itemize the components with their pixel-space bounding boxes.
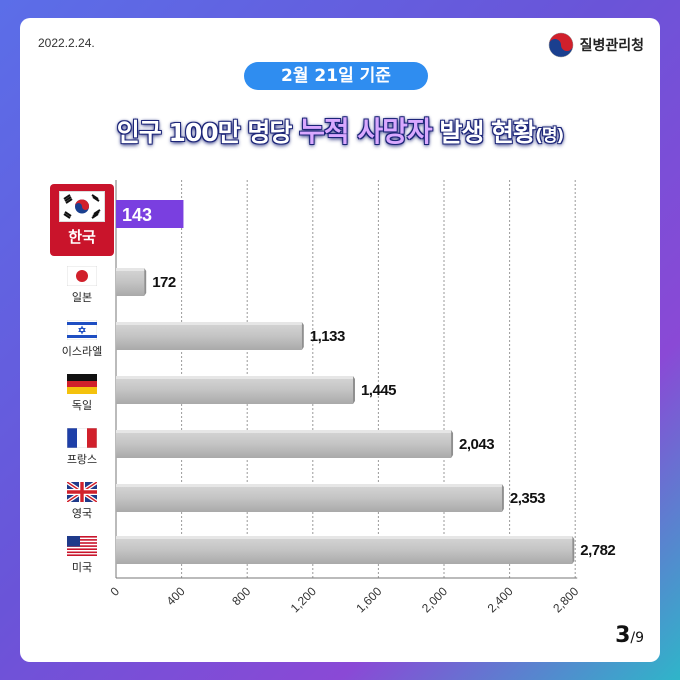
page-indicator: 3/9 [615, 623, 644, 648]
x-tick-label: 1,600 [353, 584, 384, 615]
bar-end-bevel [301, 322, 304, 350]
chart-title: 인구 100만 명당 누적 사망자 발생 현황(명) [20, 110, 660, 150]
korea-label-box: 한국 [50, 184, 114, 256]
germany-flag-icon [67, 374, 97, 394]
value-label: 172 [152, 274, 176, 291]
country-israel: 이스라엘 [50, 320, 114, 359]
country-label: 이스라엘 [61, 345, 103, 358]
bar [116, 200, 184, 228]
bar [116, 376, 353, 404]
bar-end-bevel [451, 430, 454, 458]
country-usa: 미국 [50, 536, 114, 575]
korea-label: 한국 [68, 228, 96, 246]
page-total: /9 [630, 630, 644, 646]
bar-highlight [116, 536, 573, 539]
bar-highlight [116, 376, 353, 379]
x-tick-label: 1,200 [288, 584, 319, 615]
x-tick-label: 0 [107, 584, 122, 599]
date-label: 2022.2.24. [38, 36, 95, 50]
value-label: 2,782 [580, 542, 615, 559]
bar-highlight [116, 268, 145, 271]
france-flag-icon [67, 428, 97, 448]
title-unit: (명) [535, 126, 564, 146]
bar-end-bevel [352, 376, 355, 404]
x-tick-label: 2,000 [419, 584, 450, 615]
value-label: 1,445 [361, 382, 396, 399]
bar [116, 430, 452, 458]
country-label: 일본 [71, 291, 93, 304]
title-pre: 인구 100만 명당 [116, 118, 293, 147]
country-label: 영국 [71, 507, 93, 520]
agency-logo: 질병관리청 [548, 32, 644, 58]
bar-end-bevel [144, 268, 147, 296]
bar [116, 536, 573, 564]
x-tick-label: 2,400 [485, 584, 516, 615]
country-uk: 영국 [50, 482, 114, 521]
bar-highlight [116, 430, 452, 433]
date-basis-pill: 2월 21일 기준 [244, 62, 428, 90]
bar-end-bevel [572, 536, 575, 564]
x-tick-label: 2,800 [550, 584, 581, 615]
bar-highlight [116, 322, 302, 325]
value-label: 2,353 [510, 490, 545, 507]
usa-flag-icon [67, 536, 97, 556]
agency-name: 질병관리청 [579, 38, 644, 54]
country-france: 프랑스 [50, 428, 114, 467]
bar-chart: 0 400 800 1,200 1,600 2,000 2,400 2,800 143 172 1,… [107, 180, 616, 615]
israel-flag-icon [67, 320, 97, 340]
japan-flag-icon [67, 266, 97, 286]
bar-end-bevel [501, 484, 504, 512]
country-japan: 일본 [50, 266, 114, 305]
country-germany: 독일 [50, 374, 114, 413]
korea-flag-icon [59, 191, 105, 222]
bar [116, 268, 145, 296]
value-label: 1,133 [310, 328, 345, 345]
country-label: 미국 [71, 561, 93, 574]
value-label: 143 [122, 205, 152, 225]
bar [116, 322, 302, 350]
taegeuk-logo-icon [548, 32, 573, 58]
page-current: 3 [615, 623, 631, 648]
bar [116, 484, 502, 512]
uk-flag-icon [67, 482, 97, 502]
x-tick-label: 400 [164, 584, 188, 608]
title-highlight: 누적 사망자 [299, 115, 433, 148]
country-label: 독일 [71, 399, 93, 412]
title-post: 발생 현황 [439, 118, 536, 147]
value-label: 2,043 [459, 436, 494, 453]
country-label: 프랑스 [66, 453, 98, 466]
x-tick-label: 800 [229, 584, 253, 608]
bar-highlight [116, 484, 502, 487]
card: 2022.2.24. 질병관리청 2월 21일 기준 인구 100만 명당 누적… [20, 18, 660, 662]
